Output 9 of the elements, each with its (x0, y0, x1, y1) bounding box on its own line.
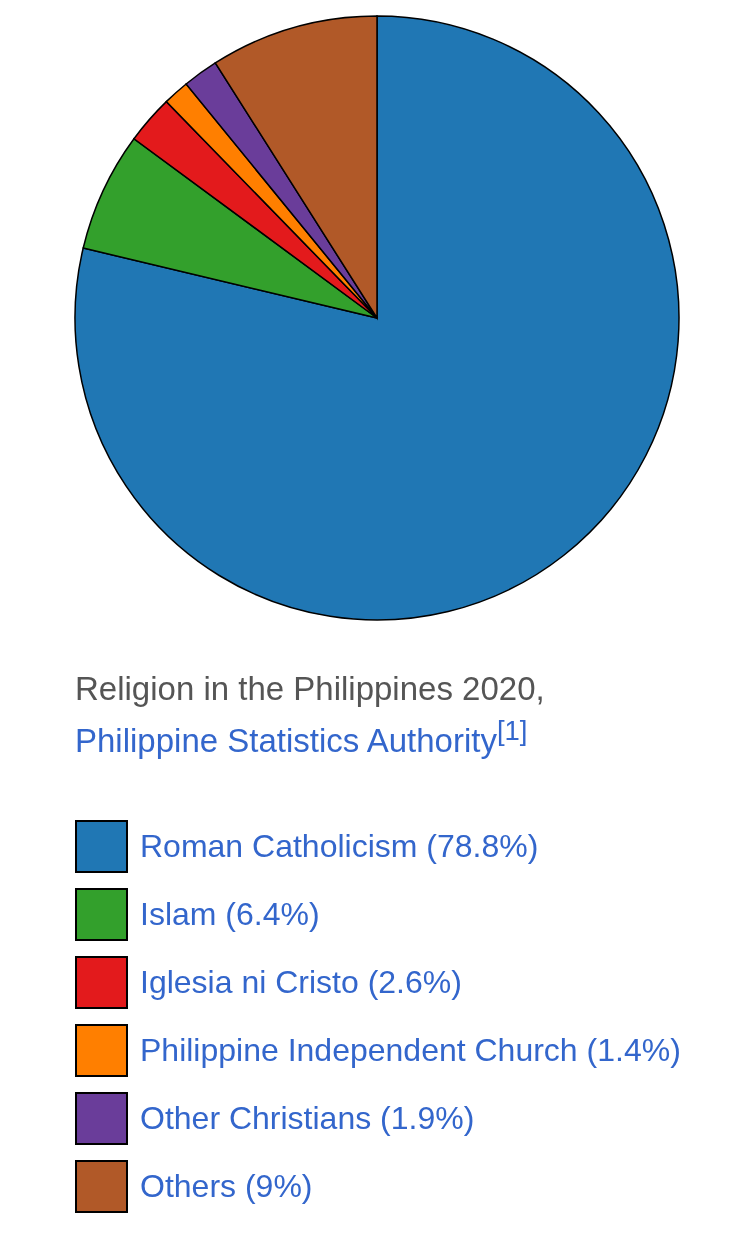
pie-slice (74, 15, 680, 621)
legend-label: Iglesia ni Cristo (2.6%) (140, 963, 462, 1000)
legend-label: Others (9%) (140, 1167, 313, 1204)
legend-label: Islam (6.4%) (140, 895, 320, 932)
legend-label: Other Christians (1.9%) (140, 1099, 475, 1136)
text: Philippine Statistics Authority$^{[1]}$ (75, 714, 529, 761)
text: Religion in the Philippines 2020, (75, 669, 545, 709)
legend-label: Philippine Independent Church (1.4%) (140, 1031, 681, 1068)
legend-label: Roman Catholicism (78.8%) (140, 827, 539, 864)
